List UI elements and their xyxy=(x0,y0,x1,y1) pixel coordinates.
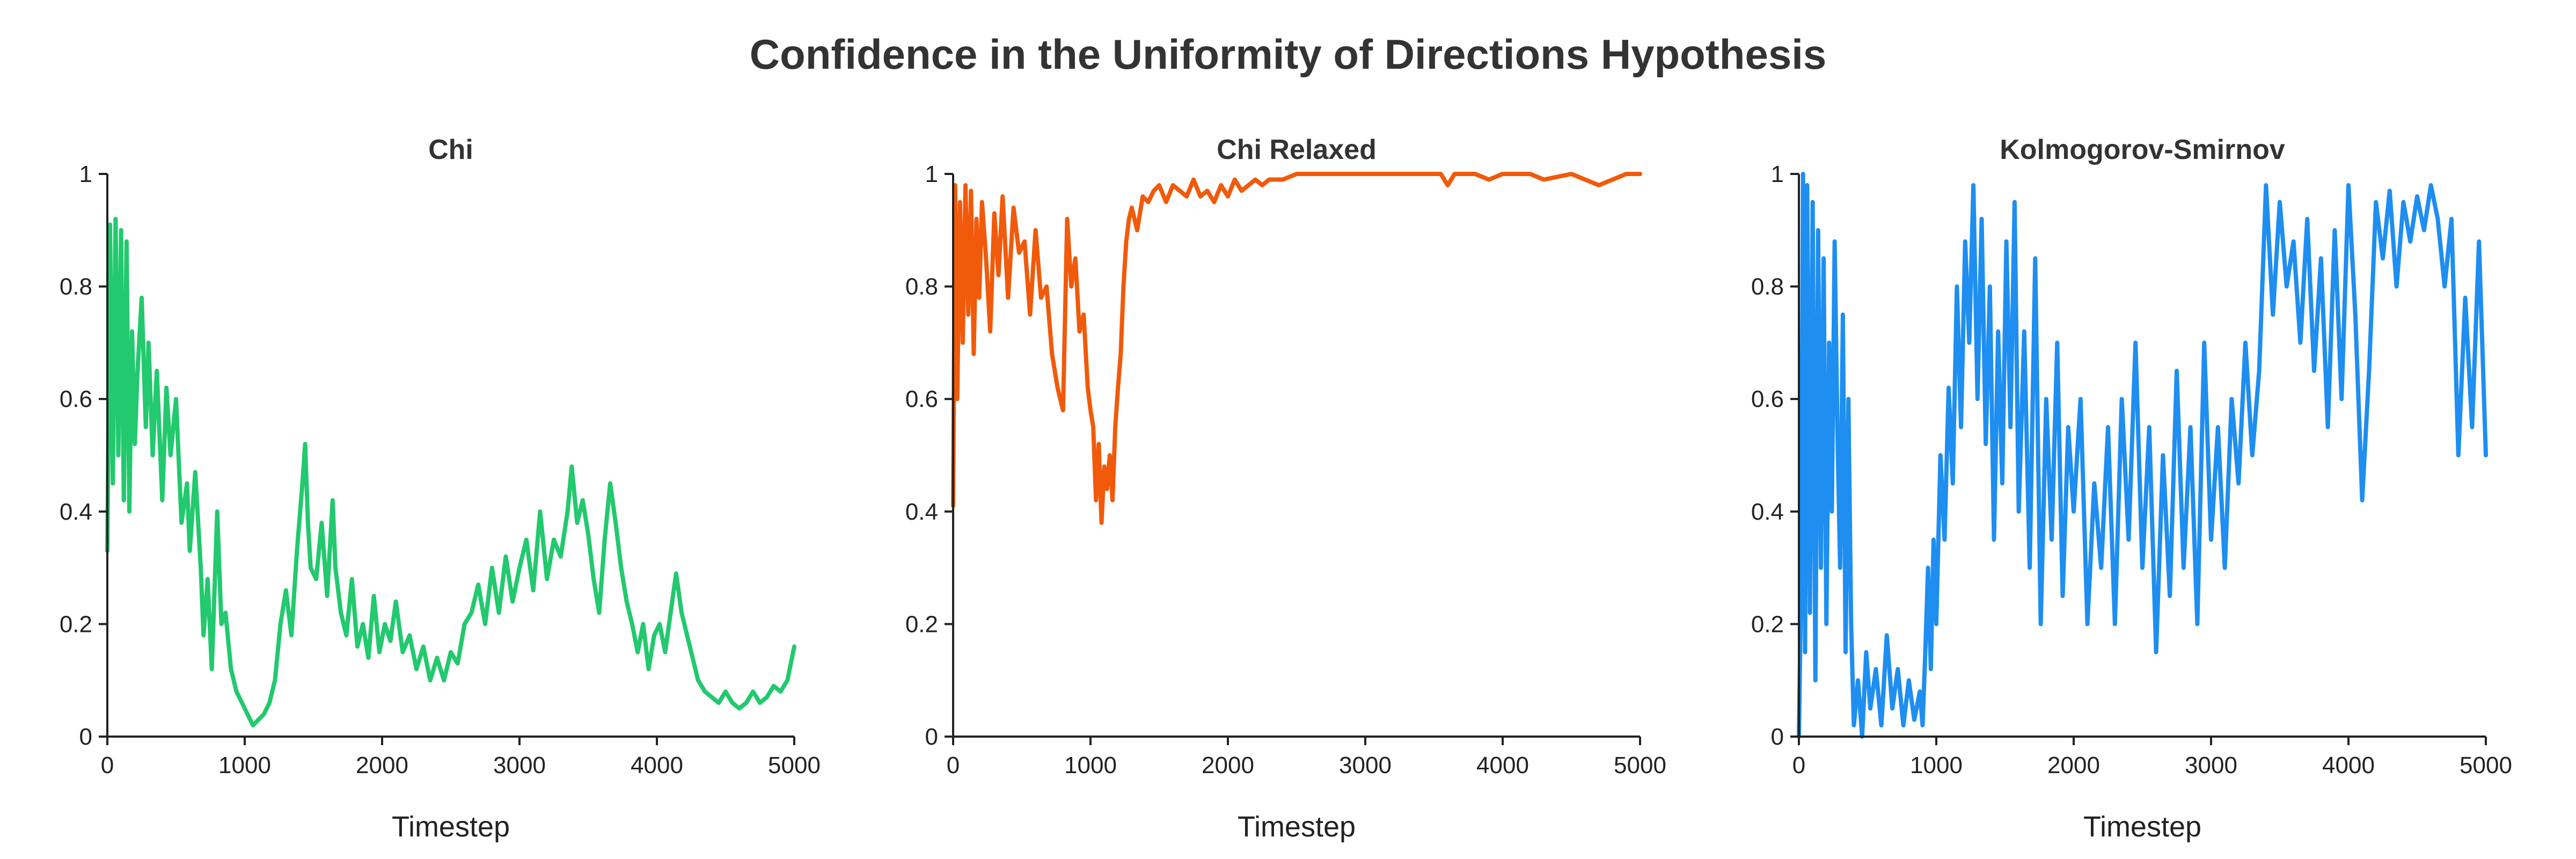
chart-panel-1: Chi 0 0.2 0.4 0.6 0.8 1 0 1000 2000 3000 4000 5000 Ti… xyxy=(60,134,821,843)
y-tick-label: 0.8 xyxy=(905,274,938,300)
y-tick-label: 0.6 xyxy=(905,386,938,412)
x-tick-label: 1000 xyxy=(1910,752,1963,778)
y-tick-label: 0.6 xyxy=(60,386,92,412)
y-tick-label: 0 xyxy=(925,724,938,750)
x-tick-label: 1000 xyxy=(1064,752,1117,778)
x-tick-label: 2000 xyxy=(356,752,408,778)
y-tick-label: 0 xyxy=(1771,724,1784,750)
x-tick-label: 5000 xyxy=(2460,752,2512,778)
x-tick-label: 1000 xyxy=(218,752,271,778)
panel-title: Chi xyxy=(428,134,473,165)
x-tick-label: 0 xyxy=(947,752,960,778)
panel-title: Kolmogorov-Smirnov xyxy=(2000,134,2285,165)
x-tick-label: 3000 xyxy=(2185,752,2237,778)
x-axis-label: Timestep xyxy=(1238,811,1356,843)
series-line xyxy=(105,216,796,727)
chart-panel-3: Kolmogorov-Smirnov 0 0.2 0.4 0.6 0.8 1 0 1000 200… xyxy=(1751,134,2512,843)
x-tick-label: 4000 xyxy=(2322,752,2375,778)
y-tick-label: 1 xyxy=(79,161,92,187)
chart-panel-2: Chi Relaxed 0 0.2 0.4 0.6 0.8 1 0 1000 2000 3000 40… xyxy=(905,134,1666,843)
x-tick-label: 5000 xyxy=(1614,752,1666,778)
x-tick-label: 4000 xyxy=(631,752,683,778)
series-line xyxy=(951,172,1642,525)
y-tick-label: 1 xyxy=(1771,161,1784,187)
x-tick-label: 3000 xyxy=(493,752,546,778)
x-tick-label: 2000 xyxy=(2047,752,2100,778)
y-tick-label: 0.2 xyxy=(905,611,938,637)
x-axis-label: Timestep xyxy=(2083,811,2201,843)
x-tick-label: 5000 xyxy=(768,752,821,778)
x-tick-label: 4000 xyxy=(1476,752,1529,778)
y-tick-label: 0.2 xyxy=(1751,611,1784,637)
y-tick-label: 1 xyxy=(925,161,938,187)
series-line xyxy=(1797,172,2488,739)
y-tick-label: 0.2 xyxy=(60,611,92,637)
x-tick-label: 3000 xyxy=(1339,752,1392,778)
y-tick-label: 0.8 xyxy=(1751,274,1784,300)
x-axis-label: Timestep xyxy=(392,811,510,843)
y-tick-label: 0.8 xyxy=(60,274,92,300)
y-tick-label: 0.4 xyxy=(60,499,92,525)
x-tick-label: 2000 xyxy=(1202,752,1254,778)
figure-title: Confidence in the Uniformity of Directio… xyxy=(750,31,1827,78)
y-tick-label: 0.4 xyxy=(1751,499,1784,525)
y-tick-label: 0.4 xyxy=(905,499,938,525)
x-tick-label: 0 xyxy=(1792,752,1805,778)
y-tick-label: 0.6 xyxy=(1751,386,1784,412)
x-tick-label: 0 xyxy=(101,752,114,778)
y-tick-label: 0 xyxy=(79,724,92,750)
panel-title: Chi Relaxed xyxy=(1217,134,1377,165)
